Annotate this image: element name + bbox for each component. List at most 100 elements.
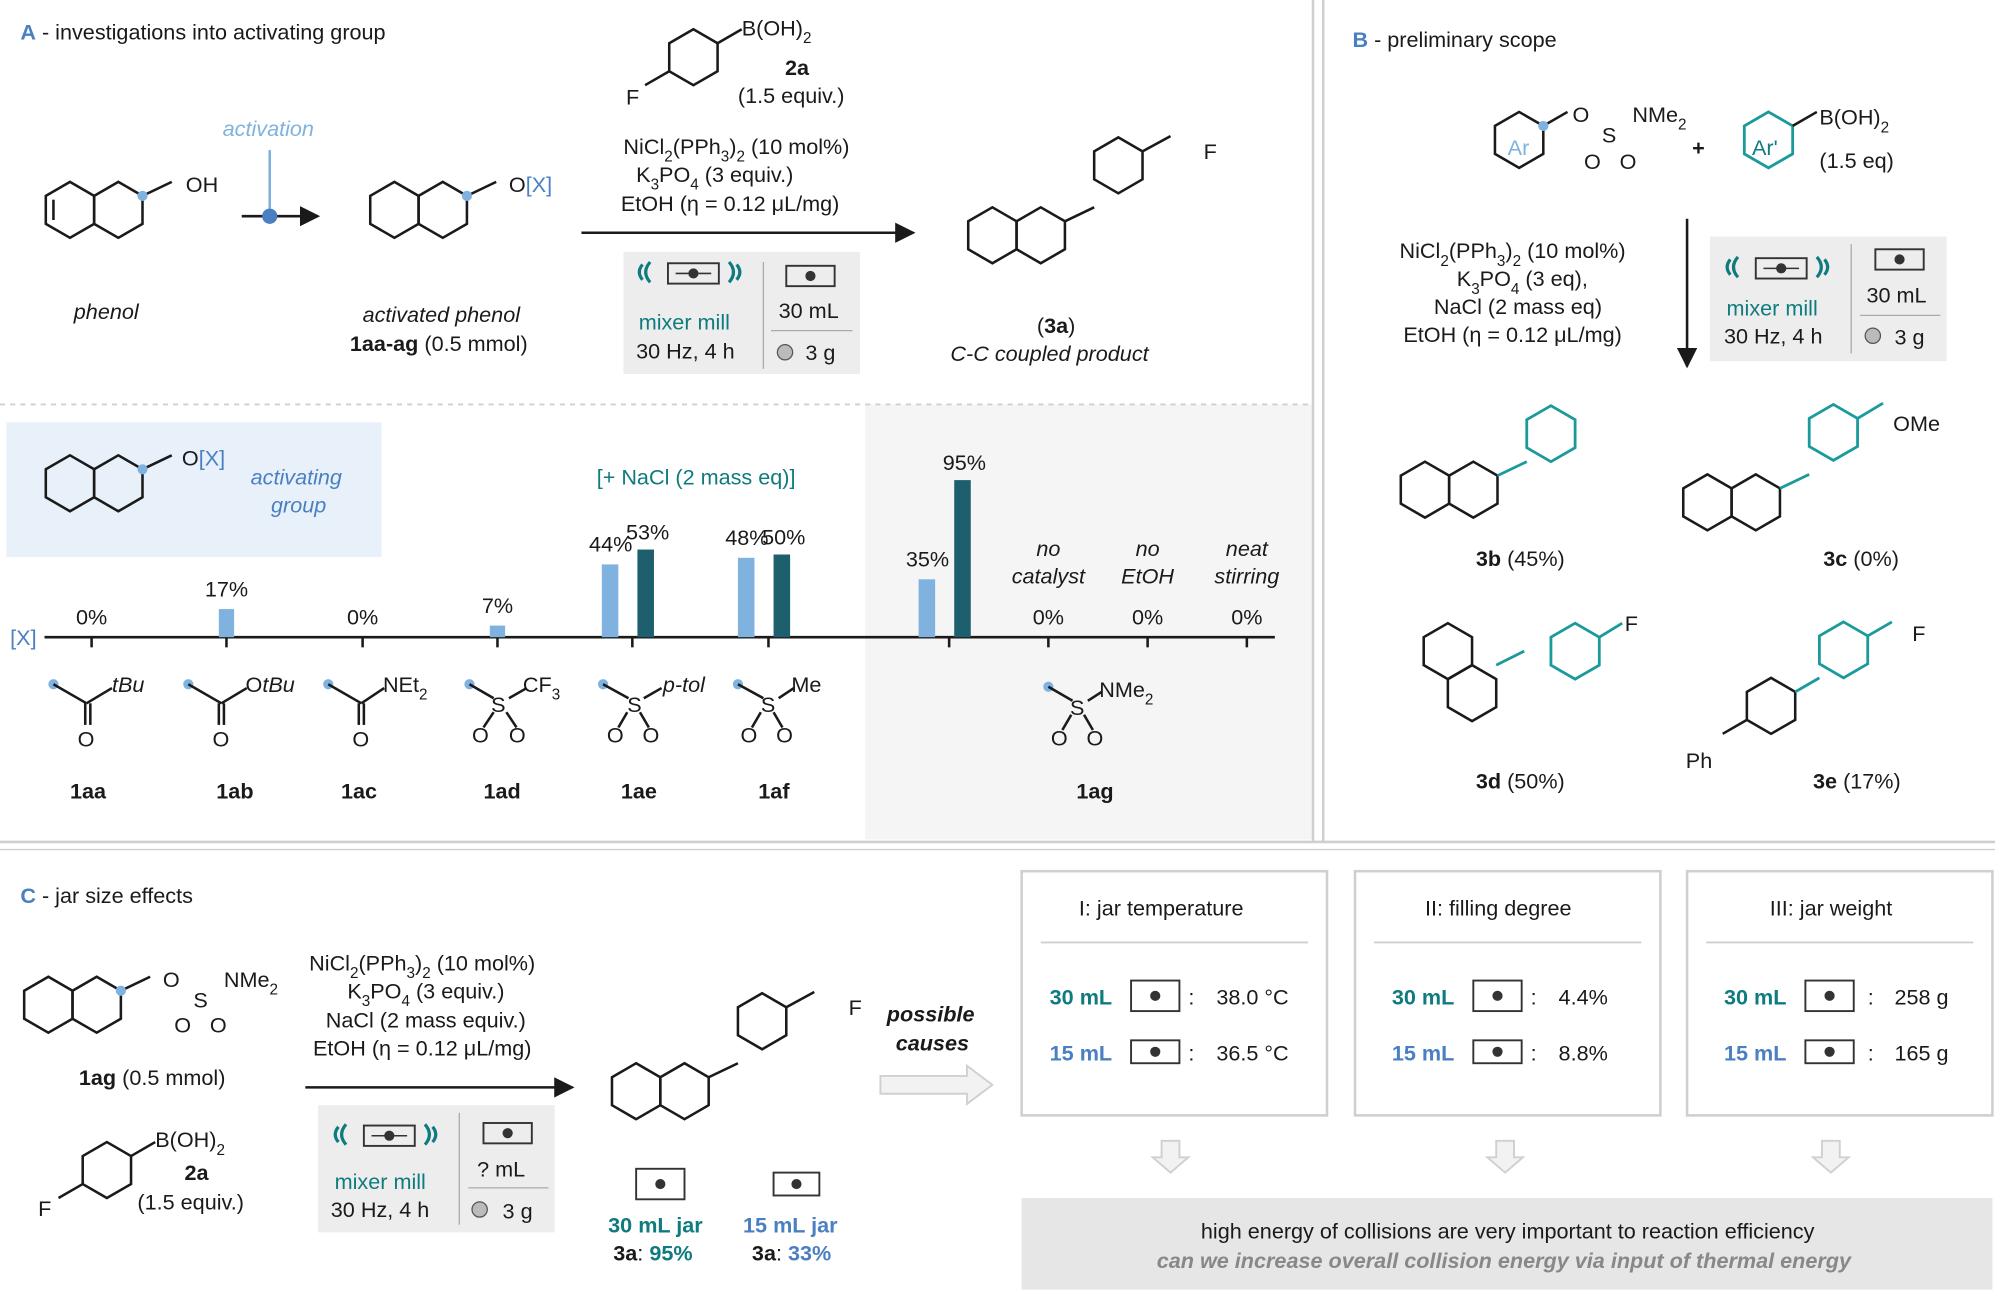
group-1af-r: Me (791, 672, 821, 697)
bar-1ae-nacl (637, 549, 654, 638)
product-3a-fluorine: F (1204, 139, 1217, 164)
temperature-15ml-colon: : (1188, 1041, 1194, 1066)
panel-c-jar-ball (502, 1128, 513, 1139)
panel-c-product-fluorine: F (849, 995, 862, 1020)
panel-c-header: C - jar size effects (20, 883, 193, 908)
activation-label: activation (223, 116, 314, 141)
causes-label: causes (896, 1031, 969, 1056)
weight-15ml-value: 165 g (1894, 1041, 1948, 1066)
filling-15ml-label: 15 mL (1392, 1041, 1454, 1066)
activated-phenol-label: activated phenol (363, 302, 522, 327)
panel-a-mill-box (623, 251, 861, 374)
down-arrow-1 (1150, 1139, 1191, 1174)
panel-a-jar-icon (785, 264, 836, 288)
bar-1ad (489, 625, 506, 638)
panel-c-product-3a (610, 990, 815, 1121)
temperature-30ml-icon (1130, 979, 1181, 1013)
panel-b-mill-icon (1725, 255, 1830, 280)
jar30-label: 30 mL jar (608, 1212, 703, 1237)
group-1ae-structure (597, 679, 663, 729)
weight-15ml-ball (1824, 1046, 1835, 1057)
panel-c-sulfur: S (193, 987, 207, 1012)
panel-a-condition-1: NiCl2(PPh3)2 (10 mol%) (623, 134, 849, 166)
down-arrow-3 (1810, 1139, 1852, 1174)
temperature-30ml-label: 30 mL (1050, 985, 1112, 1010)
group-1ad-code: 1ad (483, 779, 520, 804)
bar-1ag-nacl (954, 480, 971, 638)
filling-30ml-ball (1492, 990, 1503, 1001)
panel-c-oxygen-3: O (210, 1013, 227, 1038)
group-1ac-code: 1ac (341, 779, 377, 804)
group-1ag-oxygen-2: O (1087, 725, 1104, 750)
activated-ox-label: O[X] (509, 172, 552, 197)
panel-b-ar-label: Ar (1508, 135, 1530, 160)
value-label-1af-nacl: 50% (762, 524, 805, 549)
weight-15ml-icon (1804, 1039, 1855, 1065)
panel-b-boronic: B(OH)2 (1819, 105, 1889, 137)
condition-label-3-line1: neat (1226, 536, 1269, 561)
value-label-1ac: 0% (347, 604, 378, 629)
product-3e-phenyl: Ph (1686, 748, 1712, 773)
possible-label: possible (886, 1001, 975, 1026)
boronic-2a-code: 2a (785, 55, 810, 80)
group-1ad-oxygen-1: O (472, 723, 489, 748)
group-1ad-oxygen-2: O (509, 723, 526, 748)
condition-value-3: 0% (1231, 604, 1262, 629)
panel-b-mill-label: mixer mill (1727, 295, 1818, 320)
group-1ae-code: 1ae (621, 779, 657, 804)
group-1ae-oxygen-2: O (643, 723, 660, 748)
value-label-1ag-nacl: 95% (943, 450, 986, 475)
group-1ab-code: 1ab (216, 779, 253, 804)
product-3c-ome: OMe (1893, 411, 1940, 436)
boronic-2a-equiv: (1.5 equiv.) (738, 83, 845, 108)
panel-c-nme2: NMe2 (224, 967, 278, 999)
temperature-15ml-value: 36.5 °C (1216, 1041, 1288, 1066)
bar-1af-nacl (773, 554, 791, 638)
panel-b-oxygen-3: O (1620, 149, 1637, 174)
cause-box-weight-title: III: jar weight (1770, 896, 1893, 921)
weight-30ml-label: 30 mL (1724, 985, 1786, 1010)
bar-1ae-base (601, 564, 619, 638)
group-1ab-oxygen: O (212, 727, 229, 752)
group-1ab-r: OtBu (246, 672, 295, 697)
panel-c-boronic-2a (57, 1140, 156, 1200)
value-label-1ab: 17% (205, 576, 248, 601)
value-label-1aa: 0% (76, 604, 107, 629)
filling-15ml-ball (1492, 1046, 1503, 1057)
activating-group-label-1: activating (251, 465, 342, 490)
panel-b-oxygen: O (1573, 102, 1590, 127)
jar30-yield: 3a: 95% (613, 1240, 692, 1265)
phenol-structure (44, 180, 173, 240)
group-1ae-r: p-tol (662, 672, 706, 697)
panel-b-condition-3: NaCl (2 mass eq) (1434, 294, 1602, 319)
panel-b-plus: + (1692, 135, 1705, 160)
panel-a-condition-3: EtOH (η = 0.12 μL/mg) (621, 191, 839, 216)
panel-c-condition-1: NiCl2(PPh3)2 (10 mol%) (309, 950, 535, 982)
activating-group-label-2: group (271, 493, 326, 518)
cause-boxes: I: jar temperature 30 mL : 38.0 °C 15 mL… (1020, 869, 1994, 1117)
product-3d-structure (1422, 621, 1623, 723)
panel-c-mill-label: mixer mill (335, 1169, 426, 1194)
panel-c-sulfamate-1ag (22, 975, 151, 1034)
panel-b-boronic-equiv: (1.5 eq) (1819, 148, 1893, 173)
cause-box-temperature-title: I: jar temperature (1079, 896, 1244, 921)
group-1aa-code: 1aa (70, 779, 107, 804)
jar30-ball (655, 1178, 666, 1190)
temperature-30ml-value: 38.0 °C (1216, 985, 1288, 1010)
panel-c-ball-mass: 3 g (503, 1198, 533, 1223)
panel-b-condition-2: K3PO4 (3 eq), (1457, 266, 1588, 298)
x-axis-label: [X] (10, 625, 36, 650)
panel-b-header: B - preliminary scope (1352, 27, 1556, 52)
panel-b-condition-1: NiCl2(PPh3)2 (10 mol%) (1400, 238, 1626, 270)
panel-b-jar-volume: 30 mL (1866, 283, 1926, 308)
group-1ag-structure (1043, 681, 1103, 731)
cause-box-weight (1685, 869, 1994, 1117)
condition-label-1-line2: catalyst (1012, 564, 1086, 589)
group-1ag-oxygen-1: O (1051, 725, 1068, 750)
panel-c-boronic-equiv: (1.5 equiv.) (137, 1189, 244, 1214)
group-1ag-sulfur: S (1070, 695, 1084, 720)
jar30-icon (635, 1167, 686, 1201)
product-3c-label: 3c (0%) (1823, 546, 1899, 571)
value-label-1ae-base: 44% (589, 532, 632, 557)
